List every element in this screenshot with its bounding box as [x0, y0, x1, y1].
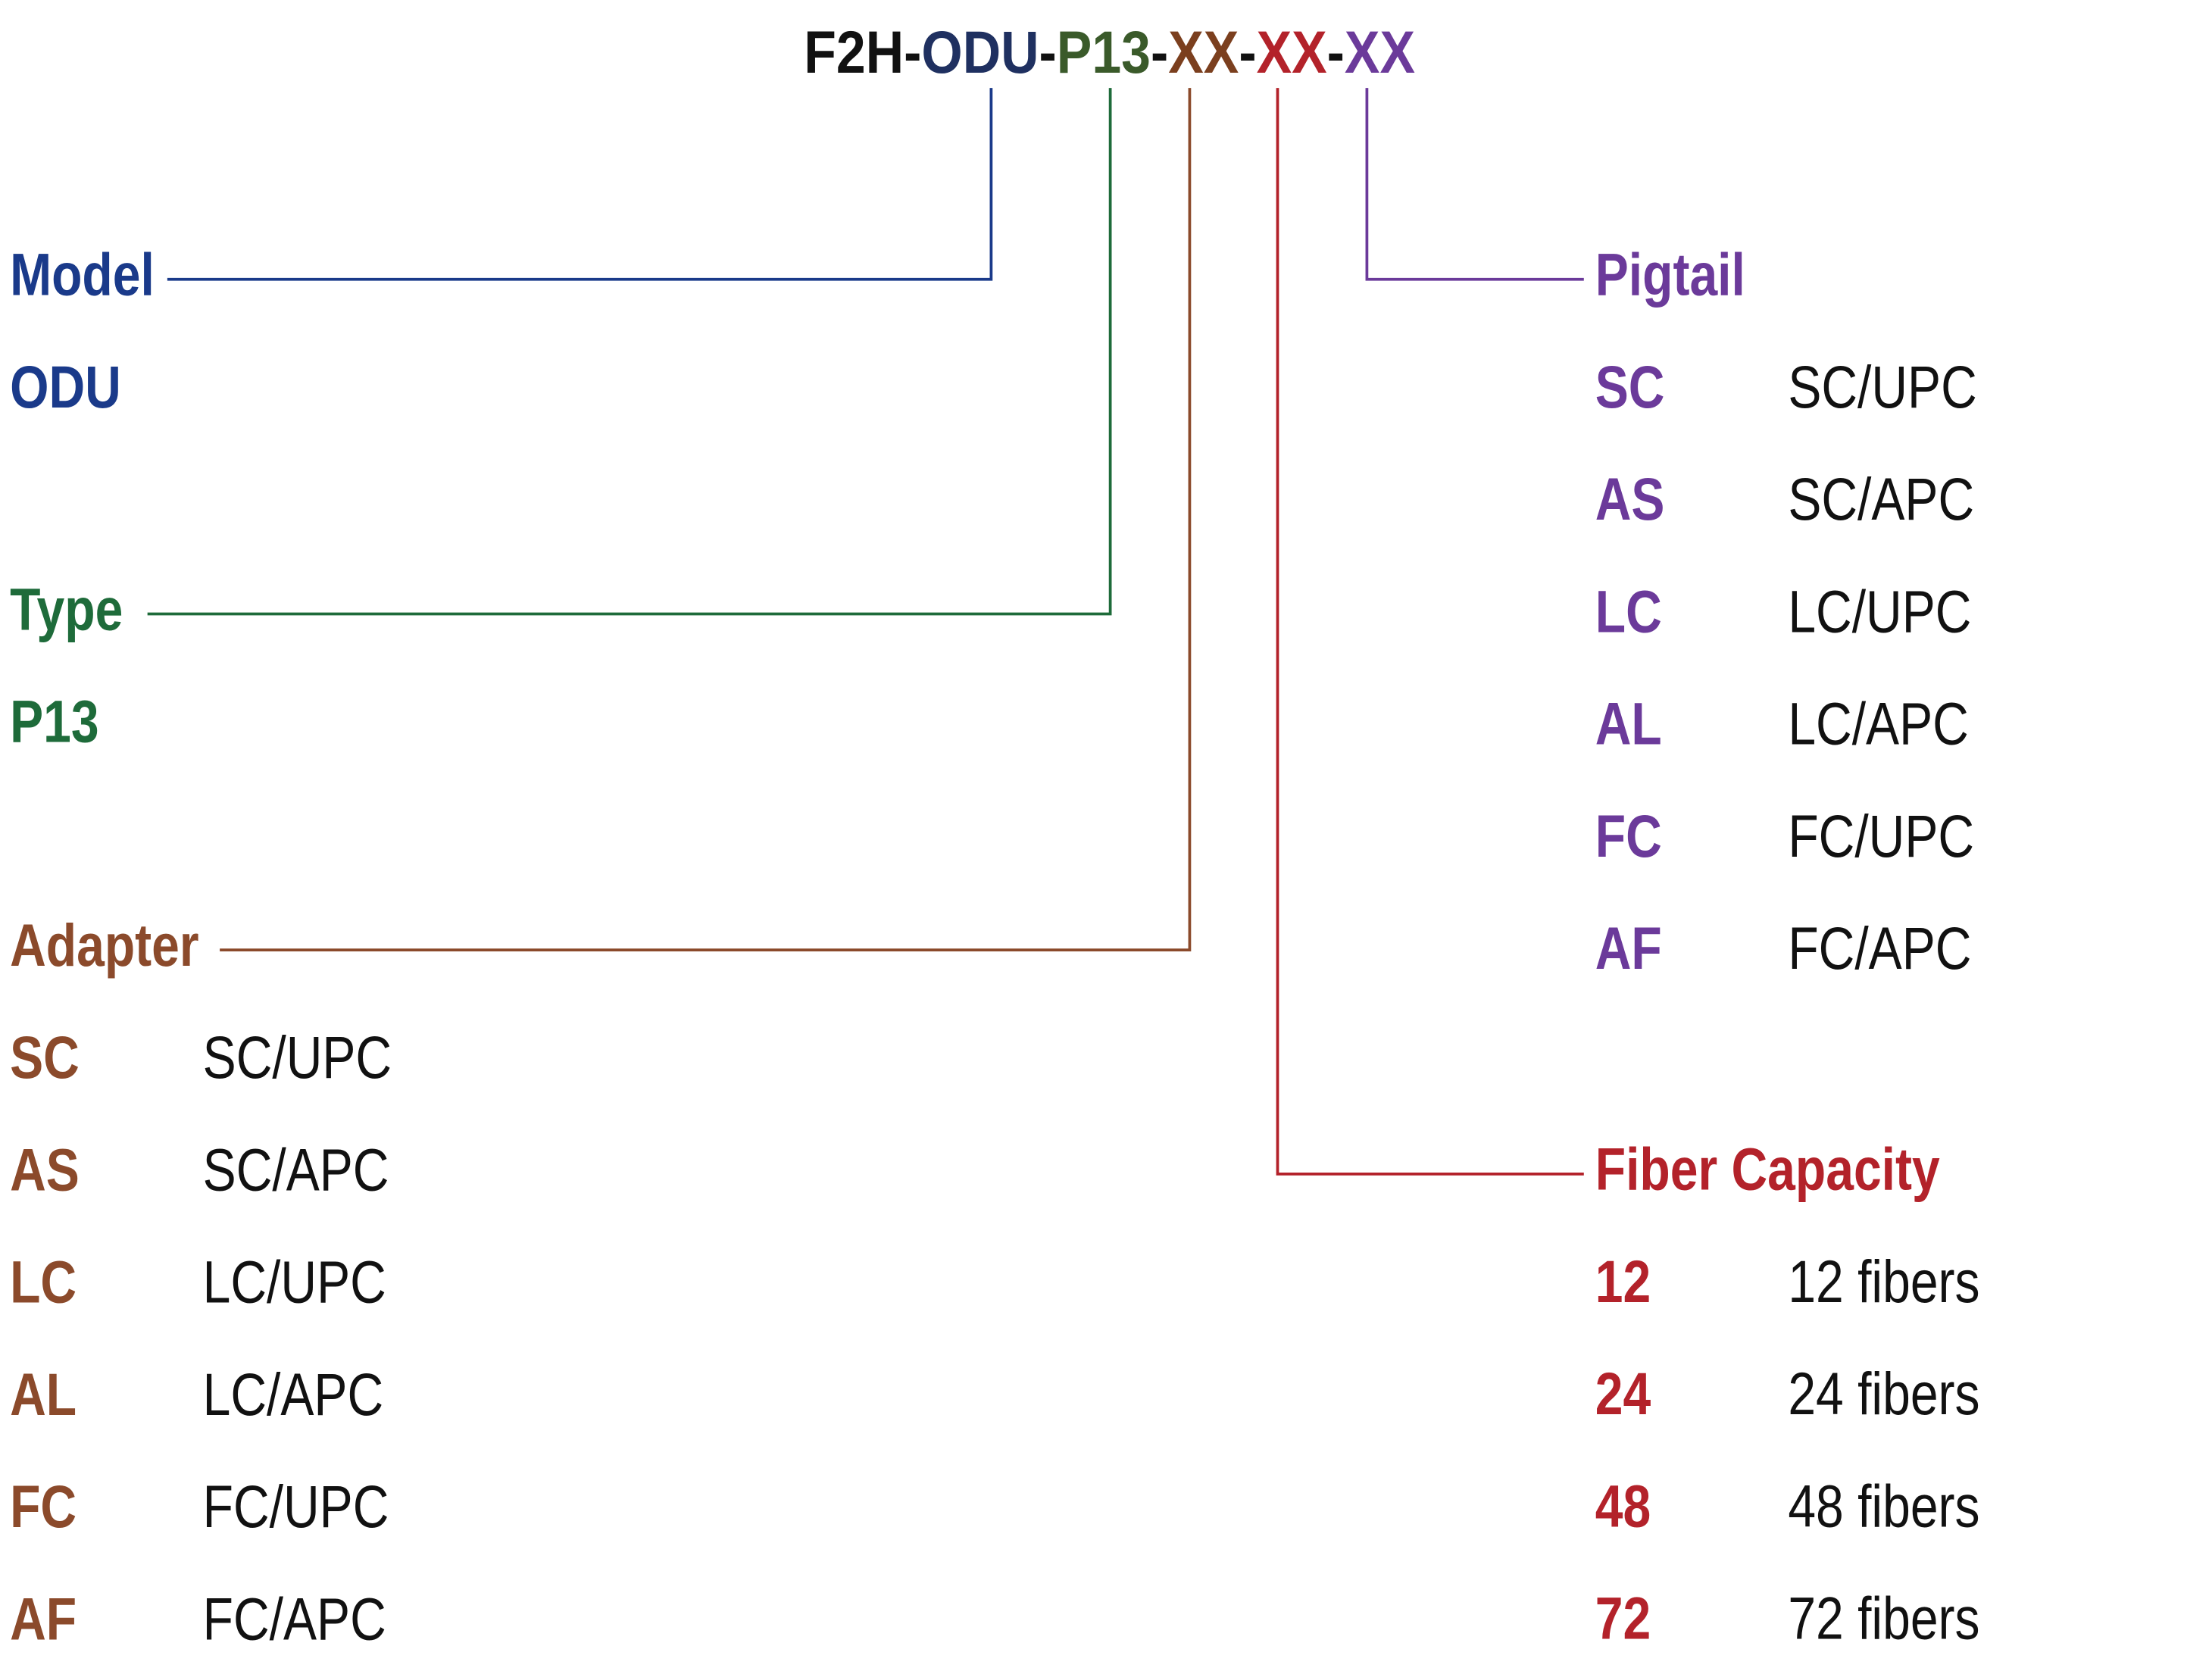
code-part: - [1327, 19, 1345, 86]
option-code: AL [1595, 691, 1662, 757]
option-description: SC/UPC [203, 1025, 392, 1092]
option-code: AF [1595, 916, 1662, 982]
option-description: SC/UPC [1788, 354, 1976, 420]
option-description: FC/UPC [1788, 803, 1974, 870]
code-part: - [904, 19, 921, 86]
option-code: FC [10, 1474, 77, 1541]
option-description: LC/UPC [203, 1249, 386, 1316]
option-description: LC/APC [203, 1362, 383, 1429]
code-part: XX [1257, 19, 1327, 86]
code-part: ODU [921, 19, 1039, 86]
option-description: LC/APC [1788, 691, 1968, 757]
option-code: AL [10, 1362, 77, 1429]
option-code: 12 [1595, 1249, 1651, 1316]
section-title: Type [10, 576, 123, 643]
option-code: ODU [10, 354, 121, 420]
option-description: 48 fibers [1788, 1473, 1979, 1540]
connector-adapter [220, 88, 1192, 952]
option-code: AS [10, 1137, 80, 1204]
code-part: - [1239, 19, 1256, 86]
option-description: FC/UPC [203, 1474, 389, 1541]
option-description: FC/APC [1788, 916, 1971, 982]
section-title: Fiber Capacity [1595, 1136, 1940, 1203]
option-description: 24 fibers [1788, 1361, 1979, 1428]
option-code: P13 [10, 689, 98, 755]
option-code: LC [10, 1249, 77, 1316]
connector-type [147, 88, 1112, 616]
option-description: 12 fibers [1788, 1249, 1979, 1316]
code-part: XX [1168, 19, 1239, 86]
code-part: F2H [804, 19, 904, 86]
connector-pigtail [1365, 88, 1584, 281]
code-part: P13 [1057, 19, 1151, 86]
option-code: FC [1595, 803, 1662, 870]
section-title: Pigtail [1595, 242, 1745, 308]
option-code: AF [10, 1586, 77, 1653]
connector-model [167, 88, 993, 281]
option-code: LC [1595, 579, 1662, 645]
option-description: LC/UPC [1788, 579, 1971, 645]
code-part: - [1151, 19, 1168, 86]
section-title: Model [10, 242, 155, 308]
code-part: - [1039, 19, 1057, 86]
option-code: 48 [1595, 1473, 1651, 1540]
option-code: AS [1595, 467, 1665, 533]
option-code: 72 [1595, 1585, 1651, 1652]
option-code: SC [10, 1025, 80, 1092]
connector-fiber-capacity [1276, 88, 1584, 1176]
section-title: Adapter [10, 913, 198, 979]
option-description: FC/APC [203, 1586, 386, 1653]
option-description: SC/APC [203, 1137, 389, 1204]
option-description: 72 fibers [1788, 1585, 1979, 1652]
option-code: 24 [1595, 1361, 1651, 1428]
option-code: SC [1595, 354, 1665, 420]
product-code: F2H-ODU-P13-XX-XX-XX [804, 19, 1415, 86]
code-part: XX [1345, 19, 1415, 86]
option-description: SC/APC [1788, 467, 1974, 533]
